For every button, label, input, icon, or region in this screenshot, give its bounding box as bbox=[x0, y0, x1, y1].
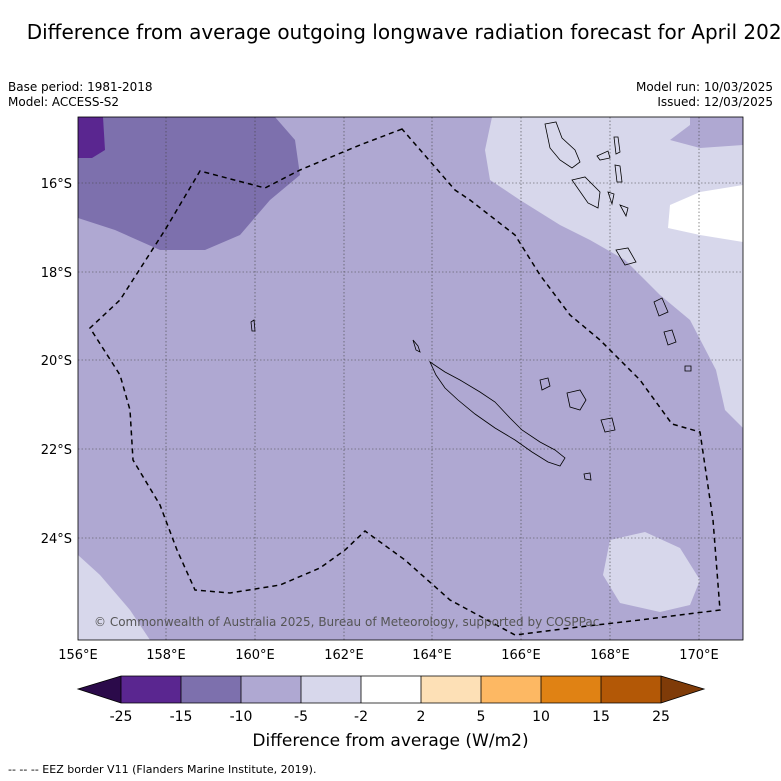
anomaly-region-minus10-ne bbox=[670, 117, 743, 148]
cb-label-10: 10 bbox=[532, 709, 550, 725]
model-run: Model run: 10/03/2025 bbox=[635, 80, 773, 94]
lifou-island bbox=[566, 389, 587, 411]
lat-tick-16s: 16°S bbox=[41, 177, 72, 192]
mare-island bbox=[600, 417, 616, 433]
lat-tick-24s: 24°S bbox=[41, 532, 72, 547]
ouvea-island bbox=[539, 377, 551, 391]
cb-label-minus5: -5 bbox=[294, 709, 308, 725]
lon-tick-162: 162°E bbox=[324, 648, 364, 663]
colorbar-bin-6 bbox=[421, 676, 481, 703]
anomaly-region-minus5-ne bbox=[485, 117, 743, 428]
colorbar-bin-4 bbox=[301, 676, 361, 703]
tanna-island bbox=[663, 329, 677, 346]
colorbar-title: Difference from average (W/m2) bbox=[252, 731, 529, 751]
colorbar-bin-2 bbox=[181, 676, 241, 703]
vanuatu-islet-2 bbox=[613, 136, 621, 155]
vanuatu-islet-5 bbox=[619, 204, 629, 218]
model-name: Model: ACCESS-S2 bbox=[8, 95, 120, 109]
lon-tick-labels: 156°E 158°E 160°E 162°E 164°E 166°E 168°… bbox=[58, 648, 719, 663]
lon-tick-166: 166°E bbox=[501, 648, 541, 663]
anomaly-region-minus15 bbox=[78, 117, 105, 158]
espiritu-santo-island bbox=[544, 121, 581, 169]
cb-label-minus25: -25 bbox=[110, 709, 133, 725]
map-frame bbox=[77, 116, 744, 641]
belep-island bbox=[412, 339, 421, 353]
colorbar-extend-high bbox=[661, 676, 704, 703]
colorbar-bin-8 bbox=[541, 676, 601, 703]
lat-tick-18s: 18°S bbox=[41, 266, 72, 281]
map-field: © Commonwealth of Australia 2025, Bureau… bbox=[78, 117, 743, 640]
cb-label-2: 2 bbox=[417, 709, 426, 725]
meta-left: Base period: 1981-2018 Model: ACCESS-S2 bbox=[8, 80, 153, 110]
anomaly-region-minus5-sw bbox=[78, 555, 150, 640]
lon-tick-156: 156°E bbox=[58, 648, 98, 663]
colorbar-bin-9 bbox=[601, 676, 661, 703]
lat-tick-22s: 22°S bbox=[41, 443, 72, 458]
lon-tick-164: 164°E bbox=[412, 648, 452, 663]
eez-border bbox=[89, 128, 721, 636]
issued-date: Issued: 12/03/2025 bbox=[657, 95, 773, 109]
erromango-island bbox=[653, 297, 669, 317]
new-caledonia-island bbox=[429, 360, 566, 467]
lat-tick-20s: 20°S bbox=[41, 354, 72, 369]
cb-label-15: 15 bbox=[592, 709, 610, 725]
colorbar: -25 -15 -10 -5 -2 2 5 10 15 25 bbox=[76, 675, 706, 725]
cb-label-minus2: -2 bbox=[354, 709, 368, 725]
vanuatu-islet-4 bbox=[607, 191, 615, 206]
colorbar-bin-1 bbox=[121, 676, 181, 703]
chesterfield-island bbox=[250, 319, 256, 332]
colorbar-bin-7 bbox=[481, 676, 541, 703]
lat-tick-labels: 16°S 18°S 20°S 22°S 24°S bbox=[41, 177, 72, 547]
efate-island bbox=[615, 247, 637, 266]
lon-tick-158: 158°E bbox=[146, 648, 186, 663]
colorbar-extend-low bbox=[78, 676, 121, 703]
lon-tick-160: 160°E bbox=[235, 648, 275, 663]
base-period: Base period: 1981-2018 bbox=[8, 80, 153, 94]
map-title: Difference from average outgoing longwav… bbox=[26, 20, 781, 44]
graticule bbox=[78, 117, 743, 640]
anomaly-region-neutral bbox=[668, 185, 743, 242]
cb-label-5: 5 bbox=[477, 709, 486, 725]
malekula-island bbox=[571, 176, 601, 209]
meta-right: Model run: 10/03/2025 Issued: 12/03/2025 bbox=[636, 80, 773, 110]
colorbar-bin-3 bbox=[241, 676, 301, 703]
legend-footer: -- -- -- EEZ border V11 (Flanders Marine… bbox=[8, 763, 317, 776]
colorbar-bin-5 bbox=[361, 676, 421, 703]
anomaly-region-minus5-se bbox=[603, 532, 700, 612]
lon-tick-168: 168°E bbox=[590, 648, 630, 663]
vanuatu-islet-3 bbox=[614, 164, 623, 183]
colorbar-labels: -25 -15 -10 -5 -2 2 5 10 15 25 bbox=[110, 709, 670, 725]
colorbar-dividers bbox=[120, 676, 662, 703]
lon-tick-170: 170°E bbox=[679, 648, 719, 663]
anomaly-region-minus10 bbox=[78, 117, 300, 250]
vanuatu-islet-1 bbox=[596, 150, 611, 161]
cb-label-25: 25 bbox=[652, 709, 670, 725]
isle-of-pines bbox=[583, 472, 592, 481]
copyright-text: © Commonwealth of Australia 2025, Bureau… bbox=[94, 615, 599, 629]
cb-label-minus15: -15 bbox=[170, 709, 193, 725]
cb-label-minus10: -10 bbox=[230, 709, 253, 725]
aneityum-island bbox=[684, 365, 692, 372]
